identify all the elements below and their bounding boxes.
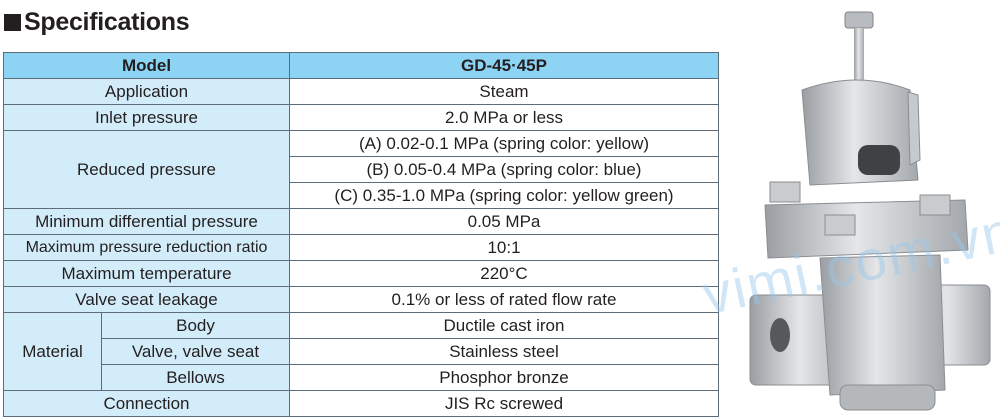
row-value: Phosphor bronze [289, 364, 719, 391]
row-label: Minimum differential pressure [3, 208, 290, 235]
row-value: JIS Rc screwed [289, 390, 719, 417]
row-value: Steam [289, 78, 719, 105]
row-value: 10:1 [289, 234, 719, 261]
row-value: 0.05 MPa [289, 208, 719, 235]
row-value: 2.0 MPa or less [289, 104, 719, 131]
table-row: Valve seat leakage 0.1% or less of rated … [3, 286, 719, 313]
header-value: GD-45·45P [289, 52, 719, 79]
row-label: Valve seat leakage [3, 286, 290, 313]
row-value: 220°C [289, 260, 719, 287]
row-label: Maximum temperature [3, 260, 290, 287]
table-row: Application Steam [3, 78, 719, 105]
row-value: (C) 0.35-1.0 MPa (spring color: yellow g… [289, 182, 719, 209]
title-text: Specifications [24, 8, 190, 36]
table-row: Model GD-45·45P [3, 52, 719, 79]
table-row: Material Body Ductile cast iron [3, 312, 719, 391]
table-row: Inlet pressure 2.0 MPa or less [3, 104, 719, 131]
row-label: Connection [3, 390, 290, 417]
sub-label: Body [101, 312, 290, 339]
row-value: (A) 0.02-0.1 MPa (spring color: yellow) [289, 130, 719, 157]
row-label: Inlet pressure [3, 104, 290, 131]
table-row: Reduced pressure (A) 0.02-0.1 MPa (spring… [3, 130, 719, 209]
row-label: Material [3, 312, 102, 391]
row-label: Reduced pressure [3, 130, 290, 209]
table-row: Maximum pressure reduction ratio 10:1 [3, 234, 719, 261]
spec-table: Model GD-45·45P Application Steam Inlet pr… [3, 52, 719, 417]
header-label: Model [3, 52, 290, 79]
table-row: (B) 0.05-0.4 MPa (spring color: blue) [4, 156, 719, 183]
row-label: Maximum pressure reduction ratio [3, 234, 290, 261]
table-row: Valve, valve seat Stainless steel [4, 338, 719, 365]
table-row: Bellows Phosphor bronze [4, 364, 719, 391]
table-row: Connection JIS Rc screwed [3, 390, 719, 417]
row-value: 0.1% or less of rated flow rate [289, 286, 719, 313]
row-value: Ductile cast iron [289, 312, 719, 339]
sub-label: Bellows [101, 364, 290, 391]
table-row: (C) 0.35-1.0 MPa (spring color: yellow g… [4, 182, 719, 209]
table-row: Minimum differential pressure 0.05 MPa [3, 208, 719, 235]
row-value: (B) 0.05-0.4 MPa (spring color: blue) [289, 156, 719, 183]
sub-label: Valve, valve seat [101, 338, 290, 365]
table-row: Maximum temperature 220°C [3, 260, 719, 287]
square-bullet-icon [4, 14, 21, 31]
section-title: Specifications [4, 8, 190, 37]
row-value: Stainless steel [289, 338, 719, 365]
valve-image [749, 11, 991, 411]
row-label: Application [3, 78, 290, 105]
